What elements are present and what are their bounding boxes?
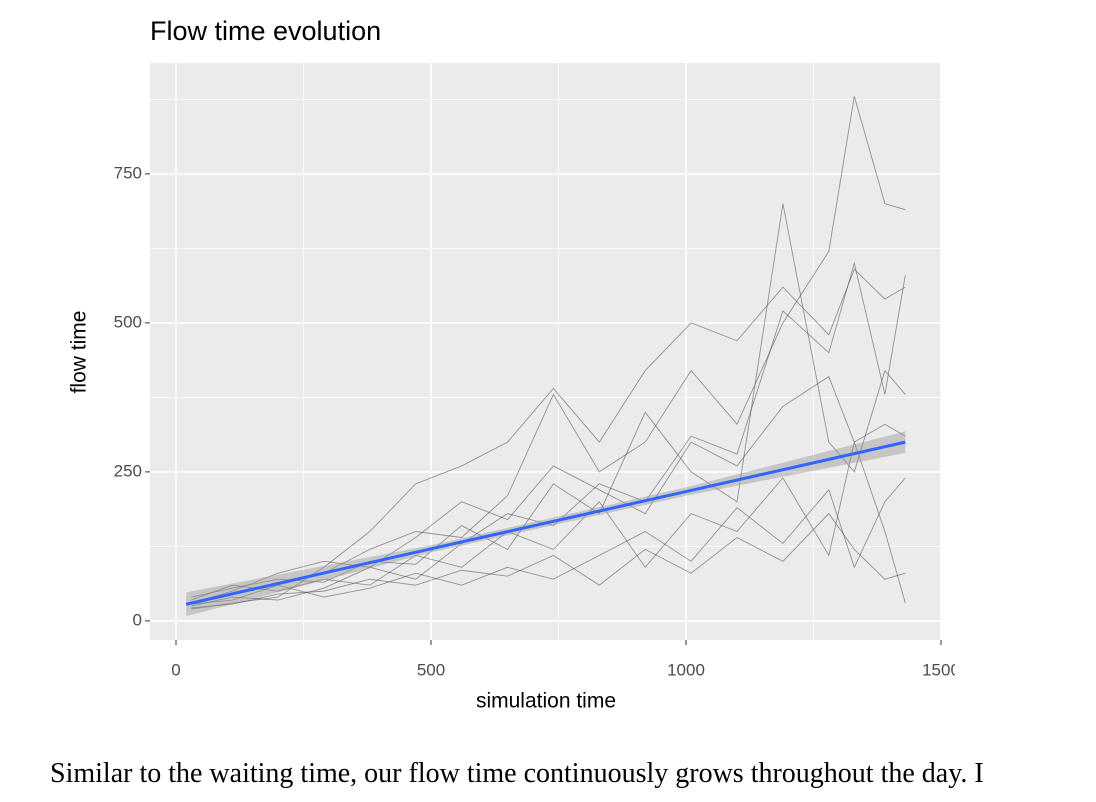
chart-title: Flow time evolution — [150, 16, 381, 46]
marks — [185, 96, 906, 617]
data-line — [191, 375, 906, 604]
data-line — [191, 512, 906, 609]
paragraph: Similar to the waiting time, our flow ti… — [50, 758, 984, 789]
x-axis-title: simulation time — [476, 690, 616, 713]
grid — [150, 63, 942, 640]
data-line — [191, 440, 906, 604]
data-line — [191, 268, 906, 610]
x-tick-label: 0 — [171, 660, 180, 679]
y-tick-label: 500 — [114, 312, 142, 331]
chart: Flow time evolution simulation time flow… — [68, 16, 955, 713]
x-tick-label: 500 — [417, 660, 445, 679]
y-axis-title: flow time — [68, 311, 91, 394]
data-line — [191, 477, 906, 605]
data-line — [191, 261, 906, 607]
y-tick-label: 750 — [114, 163, 142, 182]
x-tick-label: 1000 — [667, 660, 705, 679]
data-line — [191, 203, 906, 598]
smooth-line — [185, 440, 906, 606]
y-tick-label: 250 — [114, 461, 142, 480]
y-tick-label: 0 — [133, 610, 142, 629]
panel — [150, 63, 941, 640]
